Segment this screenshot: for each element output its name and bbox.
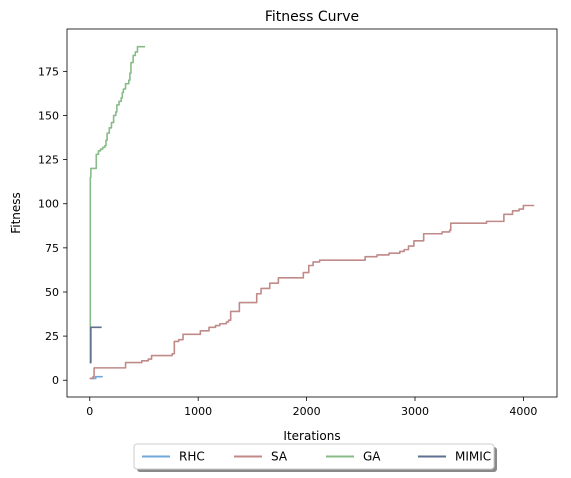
legend-label-ga: GA bbox=[363, 450, 381, 464]
legend-label-sa: SA bbox=[271, 450, 288, 464]
series-line-mimic bbox=[89, 326, 102, 364]
legend-box bbox=[133, 443, 495, 470]
series-line-sa bbox=[89, 204, 535, 380]
x-axis-ticks: 0 1000 2000 3000 4000 bbox=[86, 397, 537, 418]
x-tick-label: 1000 bbox=[184, 405, 212, 418]
plot-area-frame bbox=[66, 28, 558, 398]
y-tick-label: 175 bbox=[38, 65, 59, 78]
y-tick-label: 150 bbox=[38, 109, 59, 122]
y-tick-label: 50 bbox=[45, 286, 59, 299]
y-tick-label: 25 bbox=[45, 330, 59, 343]
x-tick-label: 3000 bbox=[401, 405, 429, 418]
x-tick-label: 0 bbox=[86, 405, 93, 418]
legend-label-mimic: MIMIC bbox=[455, 450, 491, 464]
legend-label-rhc: RHC bbox=[179, 450, 205, 464]
series-layer bbox=[89, 45, 535, 380]
y-axis-ticks: 0 25 50 75 100 125 150 175 bbox=[38, 65, 67, 387]
x-tick-label: 4000 bbox=[509, 405, 537, 418]
y-tick-label: 75 bbox=[45, 242, 59, 255]
legend: RHC SA GA MIMIC bbox=[133, 443, 497, 472]
chart-title: Fitness Curve bbox=[265, 9, 359, 25]
y-tick-label: 125 bbox=[38, 154, 59, 167]
y-axis-label: Fitness bbox=[9, 192, 23, 234]
y-tick-label: 0 bbox=[52, 374, 59, 387]
y-tick-label: 100 bbox=[38, 198, 59, 211]
series-line-ga bbox=[89, 45, 146, 364]
x-tick-label: 2000 bbox=[293, 405, 321, 418]
x-axis-label: Iterations bbox=[283, 429, 340, 443]
